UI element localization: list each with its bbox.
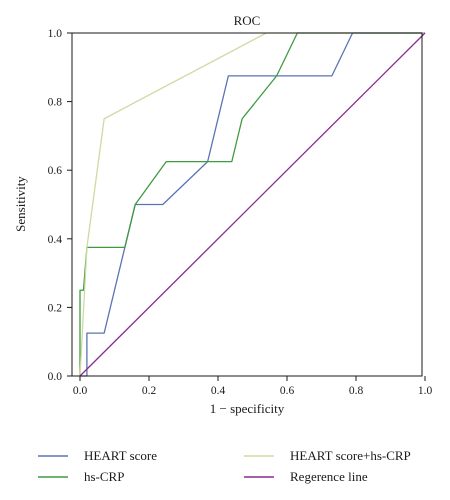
y-axis: 0.0 0.2 0.4 0.6 0.8 1.0 [48,28,72,383]
series-line-1 [79,32,425,376]
x-tick-label: 0.0 [73,385,88,397]
legend-label-3: Regerence line [290,469,368,484]
plot-area [79,32,426,377]
x-tick-label: 1.0 [418,385,433,397]
legend-label-0: HEART score [84,448,157,463]
plot-frame [71,32,423,377]
legend-label-2: HEART score+hs-CRP [290,448,411,463]
y-tick-label: 0.0 [48,371,63,383]
x-axis-label: 1 − specificity [210,401,285,416]
y-tick-label: 0.2 [48,302,63,314]
y-tick-label: 0.6 [48,165,63,177]
x-tick-label: 0.4 [211,385,226,397]
legend: HEART score hs-CRP HEART score+hs-CRP Reger… [38,448,411,484]
y-tick-label: 0.8 [48,97,63,109]
x-axis: 0.0 0.2 0.4 0.6 0.8 1.0 [73,376,433,397]
x-tick-label: 0.8 [349,385,364,397]
series-line-3 [79,32,426,377]
x-tick-label: 0.2 [142,385,157,397]
x-tick-label: 0.6 [280,385,295,397]
series-line-0 [80,32,425,377]
legend-label-1: hs-CRP [84,469,124,484]
y-axis-label: Sensitivity [13,176,28,232]
chart-title: ROC [234,13,261,28]
y-tick-label: 1.0 [48,28,63,40]
y-tick-label: 0.4 [48,234,63,246]
